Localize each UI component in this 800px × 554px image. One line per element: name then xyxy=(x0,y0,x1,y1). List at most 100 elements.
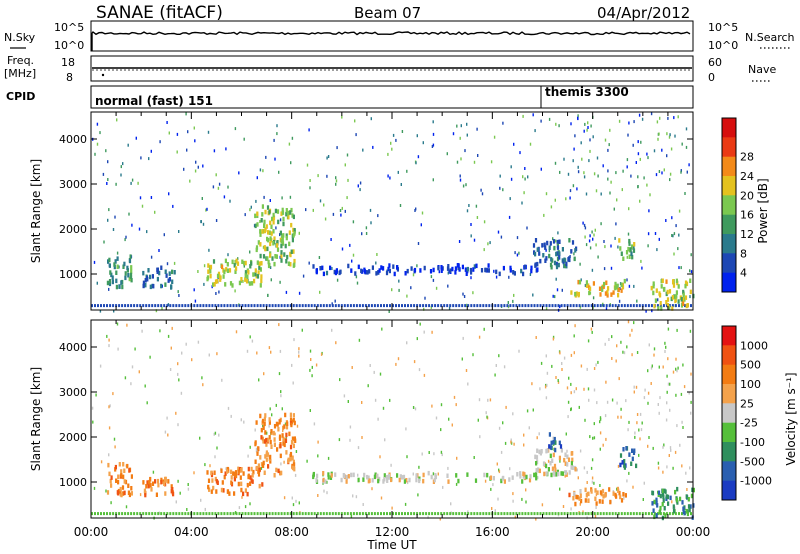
power-echo-cell xyxy=(259,242,262,247)
power-speckle-cell xyxy=(223,195,226,199)
velocity-echo-cell xyxy=(561,471,565,476)
power-echo-cell xyxy=(280,258,283,263)
velocity-echo-cell xyxy=(357,477,360,483)
velocity-echo-cell xyxy=(663,488,666,494)
power-speckle-cell xyxy=(324,217,327,221)
power-speckle-cell xyxy=(584,122,586,126)
power-echo-cell xyxy=(565,263,568,269)
velocity-speckle-cell xyxy=(627,428,629,432)
power-ground-scatter-cell xyxy=(674,304,677,308)
power-echo-cell xyxy=(244,273,247,278)
power-speckle-cell xyxy=(591,268,594,272)
velocity-echo-cell xyxy=(615,494,618,499)
power-echo-cell xyxy=(113,264,116,270)
power-speckle-cell xyxy=(554,198,556,202)
velocity-speckle-cell xyxy=(688,391,690,395)
velocity-echo-cell xyxy=(343,473,346,479)
power-echo-cell xyxy=(263,223,266,228)
power-echo-cell xyxy=(461,264,464,270)
power-echo-cell xyxy=(128,276,131,282)
power-speckle-cell xyxy=(269,266,272,269)
power-ground-scatter-cell xyxy=(241,304,244,308)
power-speckle-cell xyxy=(607,148,609,152)
power-speckle-cell xyxy=(592,135,594,139)
power-ground-scatter-cell xyxy=(295,304,298,308)
power-echo-cell xyxy=(219,275,222,280)
power-ground-scatter-cell xyxy=(527,304,530,308)
velocity-echo-cell xyxy=(594,496,597,501)
velocity-ground-scatter-cell xyxy=(455,512,458,516)
velocity-speckle-cell xyxy=(587,339,590,343)
power-echo-cell xyxy=(674,298,677,304)
velocity-echo-cell xyxy=(651,501,654,506)
velocity-speckle-cell xyxy=(204,463,206,467)
power-speckle-cell xyxy=(630,174,632,178)
power-ground-scatter-cell xyxy=(121,304,124,308)
power-speckle-cell xyxy=(341,247,344,251)
power-echo-cell xyxy=(502,265,505,271)
power-echo-cell xyxy=(570,249,573,254)
velocity-ground-scatter-cell xyxy=(593,512,596,516)
power-ground-scatter-cell xyxy=(232,304,235,308)
power-echo-cell xyxy=(280,243,283,249)
power-speckle-cell xyxy=(627,133,629,137)
power-ground-scatter-cell xyxy=(593,304,596,308)
velocity-echo-cell xyxy=(292,413,295,418)
velocity-echo-cell xyxy=(489,475,493,480)
power-speckle-cell xyxy=(572,184,575,188)
power-speckle-cell xyxy=(201,197,203,200)
nsky-strip: N.Sky 10^5 10^0 10^5 10^0 N.Search xyxy=(4,20,795,52)
power-echo-cell xyxy=(683,297,686,302)
power-speckle-cell xyxy=(688,163,690,167)
power-echo-cell xyxy=(222,274,225,279)
velocity-speckle-cell xyxy=(503,365,506,369)
velocity-ground-scatter-cell xyxy=(497,512,500,516)
power-echo-cell xyxy=(272,212,275,218)
velocity-echo-cell xyxy=(123,490,126,496)
velocity-echo-cell xyxy=(262,439,265,444)
velocity-echo-cell xyxy=(284,412,287,418)
power-speckle-cell xyxy=(215,173,217,177)
velocity-echo-cell xyxy=(164,478,167,483)
velocity-echo-cell xyxy=(522,471,525,476)
power-ground-scatter-cell xyxy=(608,304,611,308)
power-speckle-cell xyxy=(281,196,283,200)
velocity-speckle-cell xyxy=(167,433,169,437)
power-ground-scatter-cell xyxy=(431,304,434,308)
power-speckle-cell xyxy=(269,199,271,202)
velocity-speckle-cell xyxy=(532,408,534,412)
velocity-ground-scatter-cell xyxy=(319,512,322,516)
power-speckle-cell xyxy=(649,193,651,197)
power-echo-cell xyxy=(685,281,689,287)
velocity-echo-cell xyxy=(528,477,532,483)
power-speckle-cell xyxy=(477,154,479,157)
velocity-echo-cell xyxy=(584,498,587,503)
power-echo-cell xyxy=(689,278,692,283)
power-echo-cell xyxy=(226,268,229,273)
velocity-echo-cell xyxy=(659,493,662,499)
power-echo-cell xyxy=(145,275,149,280)
power-echo-cell xyxy=(264,209,267,215)
power-ground-scatter-cell xyxy=(148,304,151,308)
power-echo-cell xyxy=(620,251,623,256)
power-speckle-cell xyxy=(655,173,658,177)
velocity-ground-scatter-cell xyxy=(485,512,488,516)
velocity-speckle-cell xyxy=(295,450,298,453)
power-speckle-cell xyxy=(666,154,668,158)
power-echo-cell xyxy=(544,245,547,250)
velocity-echo-cell xyxy=(366,474,369,480)
velocity-colorbar-swatch xyxy=(722,403,736,423)
power-speckle-cell xyxy=(689,295,691,299)
power-speckle-cell xyxy=(584,235,586,239)
velocity-speckle-cell xyxy=(675,393,677,397)
power-echo-cell xyxy=(629,247,632,252)
velocity-speckle-cell xyxy=(593,422,595,426)
velocity-echo-cell xyxy=(119,486,122,492)
velocity-speckle-cell xyxy=(489,398,492,402)
velocity-ground-scatter-cell xyxy=(331,512,334,516)
velocity-echo-cell xyxy=(377,478,380,484)
power-echo-cell xyxy=(665,300,668,305)
velocity-echo-cell xyxy=(122,462,125,467)
power-echo-cell xyxy=(255,247,258,253)
power-ground-scatter-cell xyxy=(473,304,476,308)
